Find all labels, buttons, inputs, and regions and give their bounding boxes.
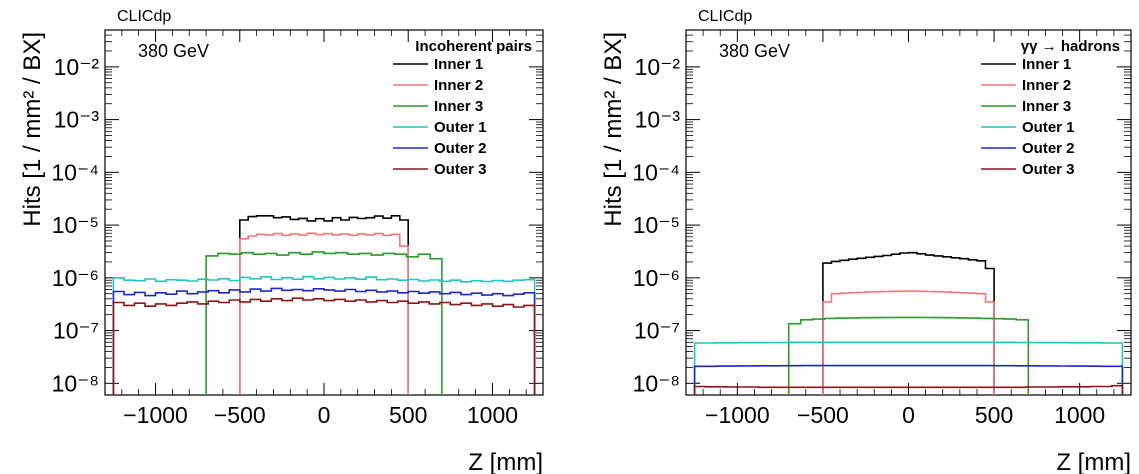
series-group [693,251,1124,395]
legend-entry: Inner 2 [1022,77,1071,94]
series-inner-2 [239,232,409,395]
x-tick-label: 0 [902,402,915,428]
legend-entry: Inner 2 [434,77,483,94]
series-outer-2 [112,287,536,395]
y-tick-label: 10⁻⁶ [633,265,680,291]
y-tick-label: 10⁻⁸ [52,370,99,396]
legend-entry: Outer 2 [434,140,487,157]
x-tick-label: 0 [318,402,331,428]
legend-entry: Outer 3 [1022,161,1075,178]
x-tick-label: −500 [214,402,266,428]
series-inner-3 [787,316,1030,395]
y-tick-label: 10⁻³ [54,107,100,133]
x-axis-label: Z [mm] [1056,449,1131,474]
chart-panel-2: CLICdp 380 GeV −1000 −500 0 500 1000 10⁻⁸ 10⁻⁷ 10… [600,8,1132,474]
legend-entry: Inner 1 [1022,56,1071,73]
header-label: CLICdp [117,8,171,25]
legend-entry: Inner 1 [434,56,483,73]
series-inner-2 [822,290,995,395]
y-axis-label: Hits [1 / mm² / BX] [600,32,627,227]
y-tick-label: 10⁻⁷ [634,318,680,344]
chart-panel-1: CLICdp 380 GeV −1000 −500 0 500 1000 10⁻⁸ 10⁻⁷ 10… [19,8,544,474]
series-group [112,215,536,395]
x-tick-label: −1000 [705,402,770,428]
y-tick-label: 10⁻² [54,54,100,80]
series-outer-1 [112,275,536,395]
series-inner-1 [239,215,409,395]
series-inner-1 [822,251,995,395]
y-axis-label: Hits [1 / mm² / BX] [19,32,46,227]
y-tick-label: 10⁻⁴ [632,159,680,185]
x-tick-label: −1000 [123,402,188,428]
x-tick-label: 500 [975,402,1013,428]
series-outer-1 [693,341,1124,395]
y-tick-label: 10⁻² [635,54,681,80]
x-axis-label: Z [mm] [468,449,543,474]
energy-annotation: 380 GeV [719,41,790,61]
y-tick-label: 10⁻³ [635,107,681,133]
y-tick-label: 10⁻⁶ [52,265,99,291]
legend-entry: Outer 2 [1022,140,1075,157]
x-tick-label: 500 [389,402,427,428]
y-tick-label: 10⁻⁴ [51,159,99,185]
series-outer-2 [693,364,1124,395]
legend-title: γγ → hadrons [1021,38,1120,55]
legend-title: Incoherent pairs [415,38,532,55]
legend-entry: Inner 3 [1022,98,1071,115]
series-outer-3 [112,297,536,395]
y-tick-label: 10⁻⁵ [52,212,99,238]
y-tick-label: 10⁻⁵ [633,212,680,238]
energy-annotation: 380 GeV [138,41,209,61]
series-outer-3 [693,384,1124,395]
series-inner-3 [205,251,443,395]
legend-entry: Inner 3 [434,98,483,115]
header-label: CLICdp [698,8,752,25]
y-tick-label: 10⁻⁷ [53,318,99,344]
legend-entry: Outer 1 [434,119,487,136]
legend-entry: Outer 3 [434,161,487,178]
x-tick-label: 1000 [467,402,518,428]
x-tick-label: −500 [797,402,849,428]
legend-entry: Outer 1 [1022,119,1075,136]
x-tick-label: 1000 [1054,402,1105,428]
y-tick-label: 10⁻⁸ [633,370,680,396]
